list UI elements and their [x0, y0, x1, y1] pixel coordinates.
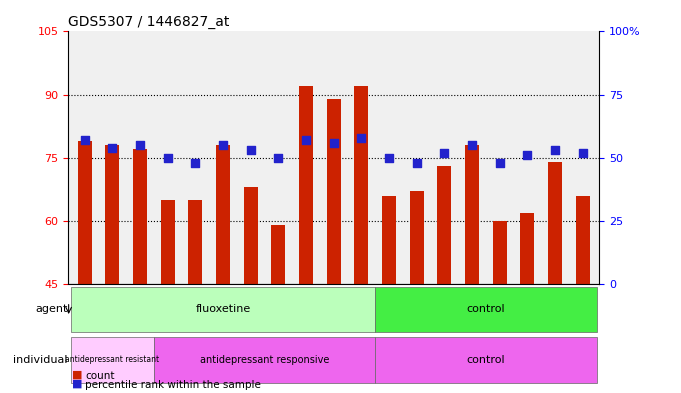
Point [300, 137, 311, 143]
Text: ■: ■ [72, 379, 82, 389]
Bar [465, 145, 479, 284]
Bar [133, 149, 147, 284]
Bar [244, 187, 257, 284]
Point [466, 142, 477, 148]
Bar [410, 191, 424, 284]
Bar [272, 225, 285, 284]
FancyBboxPatch shape [71, 337, 154, 383]
Point [162, 154, 173, 161]
Text: antidepressant resistant: antidepressant resistant [65, 355, 159, 364]
Point [328, 140, 339, 146]
Bar [354, 86, 368, 284]
Point [550, 147, 560, 153]
Text: fluoxetine: fluoxetine [195, 304, 251, 314]
Text: control: control [466, 304, 505, 314]
Bar [216, 145, 230, 284]
Bar [437, 166, 452, 284]
Bar [327, 99, 340, 284]
Text: GDS5307 / 1446827_at: GDS5307 / 1446827_at [68, 15, 229, 29]
Point [494, 160, 505, 166]
Bar [382, 196, 396, 284]
Point [245, 147, 256, 153]
Bar [161, 200, 174, 284]
Point [577, 150, 588, 156]
Point [383, 154, 394, 161]
Point [135, 142, 146, 148]
Bar [548, 162, 562, 284]
Bar [106, 145, 119, 284]
Text: ■: ■ [72, 370, 82, 380]
Text: percentile rank within the sample: percentile rank within the sample [85, 380, 261, 390]
Bar [299, 86, 313, 284]
Point [356, 134, 367, 141]
Bar [78, 141, 92, 284]
FancyBboxPatch shape [375, 286, 597, 332]
FancyBboxPatch shape [71, 286, 375, 332]
Point [411, 160, 422, 166]
Bar [189, 200, 202, 284]
Point [522, 152, 533, 158]
Text: antidepressant responsive: antidepressant responsive [200, 355, 329, 365]
Text: control: control [466, 355, 505, 365]
Point [439, 150, 449, 156]
Point [190, 160, 201, 166]
Bar [493, 221, 507, 284]
Point [107, 145, 118, 151]
Point [217, 142, 228, 148]
Text: count: count [85, 371, 114, 381]
Text: agent: agent [35, 304, 67, 314]
Bar [575, 196, 590, 284]
Point [79, 137, 90, 143]
Point [273, 154, 284, 161]
Bar [520, 213, 535, 284]
Text: individual: individual [13, 355, 67, 365]
FancyBboxPatch shape [154, 337, 375, 383]
FancyBboxPatch shape [375, 337, 597, 383]
